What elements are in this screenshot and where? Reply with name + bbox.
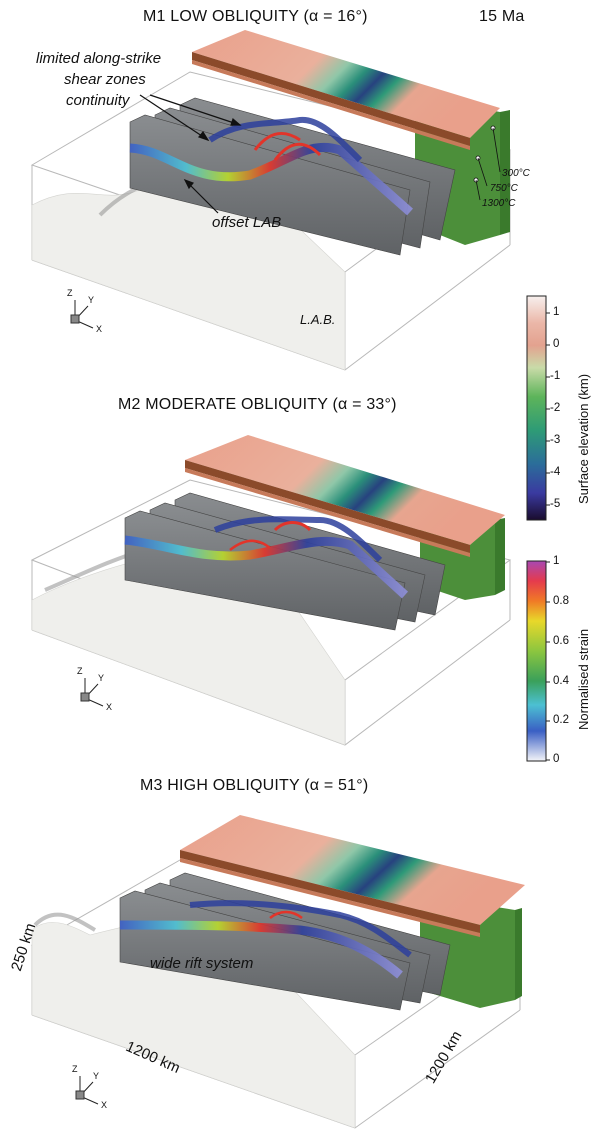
panel-m2-title: M2 MODERATE OBLIQUITY (α = 33°) [118, 396, 397, 413]
panel-m2-axis-z: Z [77, 666, 83, 676]
panel-m2-block [30, 435, 512, 746]
isotherm-300: 300°C [502, 168, 530, 179]
panel-m2-topo-surface [185, 435, 505, 545]
panel-m1-title: M1 LOW OBLIQUITY (α = 16°) [143, 8, 368, 25]
annotation-lab: L.A.B. [300, 312, 336, 327]
panel-m3-sections [119, 872, 451, 1011]
panel-m3-topo-surface [180, 815, 525, 925]
strain-tick-6: 0 [553, 753, 560, 765]
strain-tick-4: 0.4 [553, 675, 569, 687]
strain-colorbar-title: Normalised strain [576, 628, 591, 730]
elev-tick-4: -2 [550, 402, 561, 414]
strain-tick-2: 0.8 [553, 595, 569, 607]
elev-tick-7: -5 [550, 498, 561, 510]
panel-m3-axis-y: Y [93, 1071, 100, 1081]
panel-m3-axis-x: X [101, 1100, 108, 1110]
panel-m1-axis-x: X [96, 324, 103, 334]
annotation-offset-lab: offset LAB [212, 214, 282, 231]
panel-m3-title: M3 HIGH OBLIQUITY (α = 51°) [140, 777, 369, 794]
elev-tick-5: -3 [550, 434, 561, 446]
panel-m2-axis-y: Y [98, 673, 105, 683]
panel-m1-sections [129, 97, 456, 256]
strain-colorbar [526, 560, 550, 762]
panel-m2-sections [124, 492, 446, 631]
panel-m1-axis-z: Z [67, 288, 73, 298]
panel-m1-isotherm-markers [473, 125, 501, 201]
panel-m1-axis-triad [70, 300, 94, 329]
strain-tick-1: 1 [553, 555, 560, 567]
annotation-shear-line3: continuity [66, 92, 130, 109]
panel-m3-block [30, 815, 525, 1129]
panel-m1-block [30, 30, 512, 371]
strain-tick-5: 0.2 [553, 714, 569, 726]
panel-m3-axis-z: Z [72, 1064, 78, 1074]
panel-m3-axis-triad [75, 1076, 99, 1105]
elev-tick-3: -1 [550, 370, 561, 382]
elevation-colorbar-title: Surface elevation (km) [576, 373, 591, 504]
annotation-shear-line2: shear zones [64, 71, 146, 88]
panel-m2-axis-triad [80, 678, 104, 707]
annotation-wide-rift: wide rift system [150, 955, 254, 972]
isotherm-750: 750°C [490, 183, 518, 194]
elev-tick-6: -4 [550, 466, 561, 478]
time-label: 15 Ma [479, 8, 525, 25]
elev-tick-1: 1 [553, 306, 560, 318]
panel-m1-axis-y: Y [88, 295, 95, 305]
panel-m1-arrows [139, 94, 242, 214]
panel-m2-axis-x: X [106, 702, 113, 712]
panel-m1-topo-surface [192, 30, 500, 138]
elevation-colorbar [526, 295, 550, 521]
annotation-shear-line1: limited along-strike [36, 50, 162, 67]
isotherm-1300: 1300°C [482, 198, 516, 209]
strain-tick-3: 0.6 [553, 635, 569, 647]
elev-tick-2: 0 [553, 338, 560, 350]
